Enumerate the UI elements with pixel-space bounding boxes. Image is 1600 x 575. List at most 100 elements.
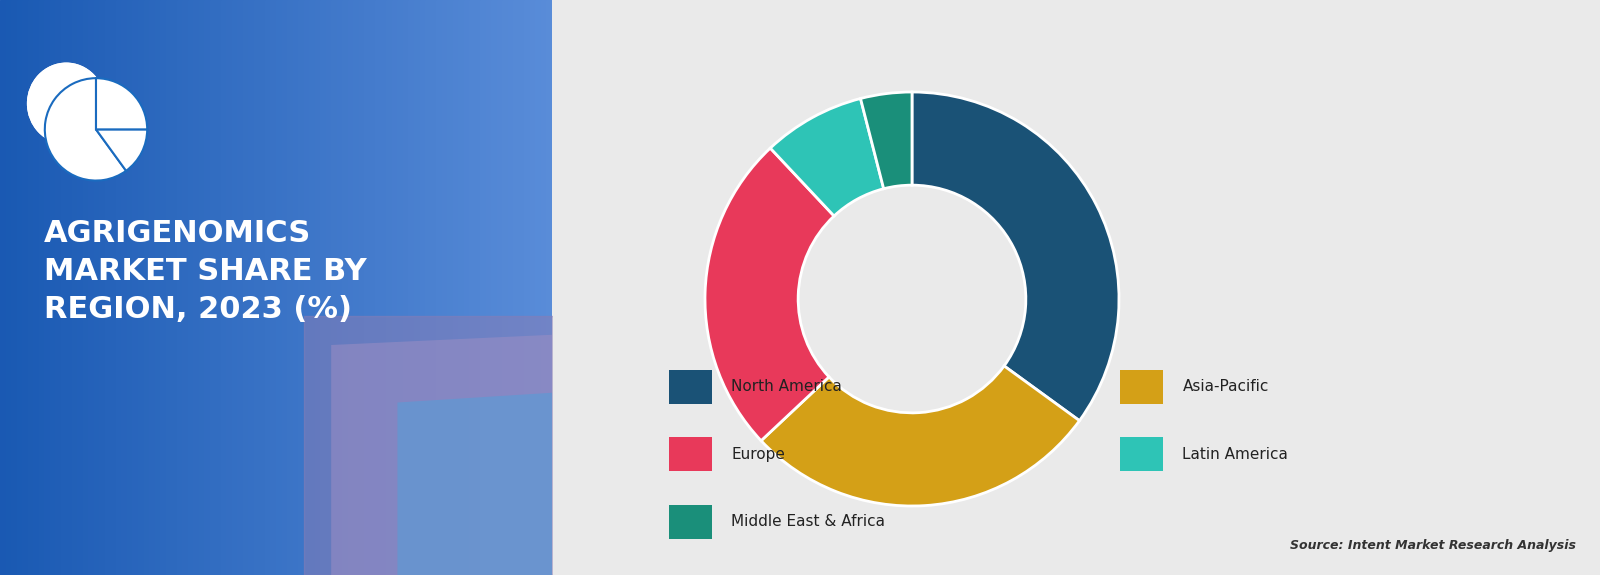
Bar <box>315 0 322 575</box>
Bar <box>475 0 482 575</box>
Bar <box>126 0 133 575</box>
Bar <box>16 0 22 575</box>
Bar <box>61 0 67 575</box>
PathPatch shape <box>331 334 579 575</box>
Bar <box>502 0 509 575</box>
Bar <box>496 0 504 575</box>
Text: Latin America: Latin America <box>1182 447 1288 462</box>
Bar <box>94 0 101 575</box>
Bar <box>198 0 205 575</box>
Bar <box>347 0 354 575</box>
Bar <box>11 0 18 575</box>
Bar <box>518 0 525 575</box>
Wedge shape <box>770 98 883 216</box>
Bar <box>331 0 338 575</box>
Bar <box>122 0 128 575</box>
Bar <box>205 0 211 575</box>
Bar <box>336 0 344 575</box>
Bar <box>66 0 74 575</box>
Bar <box>354 0 360 575</box>
Bar <box>376 0 382 575</box>
FancyBboxPatch shape <box>1120 438 1163 471</box>
Bar <box>365 0 371 575</box>
Bar <box>83 0 90 575</box>
Bar <box>22 0 29 575</box>
Wedge shape <box>96 78 147 129</box>
Bar <box>176 0 184 575</box>
Bar <box>430 0 437 575</box>
Bar <box>277 0 283 575</box>
Bar <box>0 0 6 575</box>
Bar <box>480 0 486 575</box>
Bar <box>381 0 387 575</box>
Bar <box>392 0 398 575</box>
Text: Middle East & Africa: Middle East & Africa <box>731 515 885 530</box>
Bar <box>237 0 243 575</box>
Bar <box>115 0 123 575</box>
Bar <box>226 0 234 575</box>
Bar <box>387 0 394 575</box>
Bar <box>155 0 162 575</box>
Bar <box>5 0 13 575</box>
Bar <box>243 0 250 575</box>
Bar <box>426 0 432 575</box>
Wedge shape <box>45 78 126 181</box>
Bar <box>110 0 117 575</box>
Bar <box>99 0 106 575</box>
Bar <box>358 0 365 575</box>
Bar <box>293 0 299 575</box>
Bar <box>45 0 51 575</box>
Bar <box>403 0 410 575</box>
Bar <box>38 0 45 575</box>
Bar <box>370 0 376 575</box>
Text: Asia-Pacific: Asia-Pacific <box>1182 379 1269 394</box>
FancyBboxPatch shape <box>669 438 712 471</box>
Bar <box>166 0 173 575</box>
Bar <box>221 0 227 575</box>
Bar <box>342 0 349 575</box>
Bar <box>453 0 459 575</box>
Bar <box>182 0 189 575</box>
Bar <box>286 0 294 575</box>
Bar <box>133 0 139 575</box>
Bar <box>54 0 62 575</box>
Bar <box>149 0 155 575</box>
Bar <box>525 0 531 575</box>
Wedge shape <box>706 148 834 440</box>
Bar <box>309 0 315 575</box>
Bar <box>530 0 536 575</box>
Bar <box>304 0 310 575</box>
Bar <box>254 0 261 575</box>
Bar <box>216 0 222 575</box>
Bar <box>408 0 414 575</box>
Bar <box>458 0 464 575</box>
Bar <box>491 0 498 575</box>
Wedge shape <box>912 92 1118 421</box>
Bar <box>464 0 470 575</box>
Bar <box>232 0 238 575</box>
Bar <box>138 0 144 575</box>
PathPatch shape <box>397 391 579 575</box>
Bar <box>210 0 216 575</box>
Bar <box>88 0 94 575</box>
Text: Europe: Europe <box>731 447 786 462</box>
Bar <box>541 0 547 575</box>
Bar <box>144 0 150 575</box>
FancyBboxPatch shape <box>669 505 712 539</box>
Bar <box>414 0 421 575</box>
Bar <box>160 0 166 575</box>
Bar <box>486 0 493 575</box>
Bar <box>171 0 178 575</box>
Bar <box>282 0 288 575</box>
Circle shape <box>27 63 106 144</box>
Bar <box>27 0 34 575</box>
Bar <box>259 0 266 575</box>
Wedge shape <box>861 92 912 189</box>
FancyBboxPatch shape <box>1120 370 1163 404</box>
Bar <box>397 0 405 575</box>
Bar <box>187 0 194 575</box>
Bar <box>320 0 326 575</box>
Bar <box>34 0 40 575</box>
Wedge shape <box>96 129 147 171</box>
Bar <box>547 0 554 575</box>
